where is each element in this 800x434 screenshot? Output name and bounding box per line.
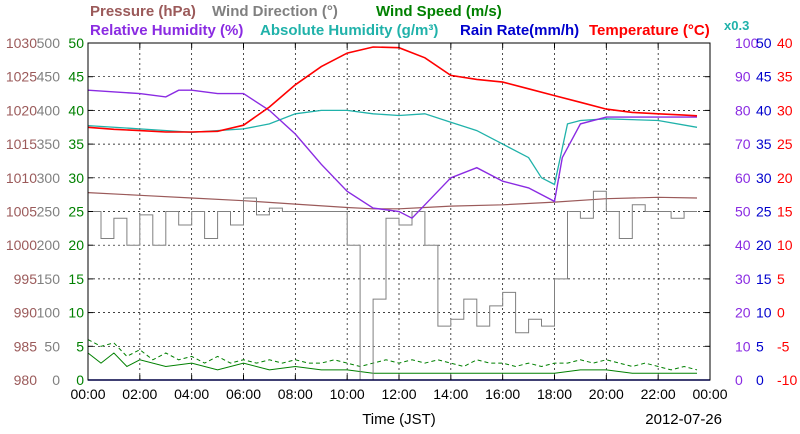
relative-humidity-line xyxy=(87,89,697,220)
rain-rate-tick-label: 10 xyxy=(756,305,772,321)
relative-humidity-tick-label: 10 xyxy=(735,338,751,354)
temperature-tick-label: 30 xyxy=(777,102,793,118)
pressure-tick-label: 1000 xyxy=(6,237,37,253)
wind-direction-tick-label: 100 xyxy=(37,305,61,321)
rain-rate-tick-label: 35 xyxy=(756,136,772,152)
relative-humidity-tick-label: 70 xyxy=(735,136,751,152)
wind-direction-tick-label: 200 xyxy=(37,237,61,253)
wind-speed-tick-label: 5 xyxy=(76,338,84,354)
temperature-tick-label: 5 xyxy=(777,271,785,287)
legend: Pressure (hPa) Wind Direction (°) Wind Spe… xyxy=(90,3,749,39)
x-tick-label: 22:00 xyxy=(641,386,676,402)
wind-speed-tick-label: 0 xyxy=(76,372,84,388)
wind-gust-line xyxy=(87,339,698,371)
temperature-tick-label: 20 xyxy=(777,170,793,186)
wind-direction-tick-label: 300 xyxy=(37,170,61,186)
pressure-tick-label: 1020 xyxy=(6,102,37,118)
x-tick-label: 00:00 xyxy=(70,386,105,402)
pressure-tick-label: 1010 xyxy=(6,170,37,186)
x-tick-label: 18:00 xyxy=(537,386,572,402)
wind-direction-tick-label: 400 xyxy=(37,102,61,118)
pressure-tick-label: 995 xyxy=(14,271,38,287)
temperature-tick-label: -10 xyxy=(777,372,797,388)
pressure-tick-label: 985 xyxy=(14,338,38,354)
wind-direction-tick-label: 50 xyxy=(44,338,60,354)
wind-speed-tick-label: 30 xyxy=(68,170,84,186)
wind-speed-tick-label: 40 xyxy=(68,102,84,118)
legend-temperature: Temperature (°C) xyxy=(589,22,710,39)
relative-humidity-tick-label: 100 xyxy=(735,35,759,51)
temperature-tick-label: 35 xyxy=(777,69,793,85)
wind-direction-tick-label: 450 xyxy=(37,69,61,85)
relative-humidity-tick-label: 20 xyxy=(735,305,751,321)
wind-direction-tick-label: 350 xyxy=(37,136,61,152)
legend-wind-direction: Wind Direction (°) xyxy=(212,3,338,20)
wind-direction-tick-label: 500 xyxy=(37,35,61,51)
rain-rate-tick-label: 30 xyxy=(756,170,772,186)
x-tick-label: 08:00 xyxy=(278,386,313,402)
axes-layer: 00:00 02:00 04:00 06:00 08:00 10:00 12:00 14:00… xyxy=(6,35,798,428)
wind-speed-tick-label: 25 xyxy=(68,204,84,220)
wind-speed-tick-label: 15 xyxy=(68,271,84,287)
rain-rate-tick-label: 45 xyxy=(756,69,772,85)
rain-rate-tick-label: 40 xyxy=(756,102,772,118)
legend-wind-speed: Wind Speed (m/s) xyxy=(376,3,502,20)
pressure-tick-label: 1015 xyxy=(6,136,37,152)
legend-abs-hum-scale: x0.3 xyxy=(724,18,749,33)
pressure-tick-label: 1030 xyxy=(6,35,37,51)
x-tick-label: 10:00 xyxy=(330,386,365,402)
temperature-tick-label: 40 xyxy=(777,35,793,51)
x-tick-label: 12:00 xyxy=(381,386,416,402)
x-tick-label: 02:00 xyxy=(122,386,157,402)
rain-rate-tick-label: 15 xyxy=(756,271,772,287)
temperature-tick-label: 25 xyxy=(777,136,793,152)
relative-humidity-tick-label: 80 xyxy=(735,102,751,118)
x-tick-label: 04:00 xyxy=(174,386,209,402)
wind-speed-tick-label: 35 xyxy=(68,136,84,152)
relative-humidity-tick-label: 40 xyxy=(735,237,751,253)
absolute-humidity-line xyxy=(87,109,698,186)
wind-direction-tick-label: 250 xyxy=(37,204,61,220)
legend-rain-rate: Rain Rate(mm/h) xyxy=(460,22,579,39)
legend-absolute-humidity: Absolute Humidity (g/m³) xyxy=(260,22,438,39)
relative-humidity-tick-label: 50 xyxy=(735,204,751,220)
relative-humidity-tick-label: 90 xyxy=(735,69,751,85)
legend-pressure: Pressure (hPa) xyxy=(90,3,196,20)
rain-rate-tick-label: 5 xyxy=(756,338,764,354)
chart-date: 2012-07-26 xyxy=(645,411,722,428)
wind-speed-tick-label: 20 xyxy=(68,237,84,253)
wind-direction-tick-label: 0 xyxy=(52,372,60,388)
temperature-tick-label: 0 xyxy=(777,305,785,321)
pressure-tick-label: 990 xyxy=(14,305,38,321)
x-tick-label: 14:00 xyxy=(433,386,468,402)
rain-rate-tick-label: 25 xyxy=(756,204,772,220)
x-tick-label: 06:00 xyxy=(226,386,261,402)
wind-speed-tick-label: 10 xyxy=(68,305,84,321)
temperature-tick-label: 15 xyxy=(777,204,793,220)
rain-rate-tick-label: 20 xyxy=(756,237,772,253)
x-tick-label: 00:00 xyxy=(692,386,727,402)
x-tick-label: 16:00 xyxy=(485,386,520,402)
rain-rate-tick-label: 50 xyxy=(756,35,772,51)
relative-humidity-tick-label: 60 xyxy=(735,170,751,186)
relative-humidity-tick-label: 30 xyxy=(735,271,751,287)
pressure-tick-label: 1025 xyxy=(6,69,37,85)
wind-speed-line xyxy=(87,352,697,374)
temperature-tick-label: -5 xyxy=(777,338,790,354)
wind-speed-tick-label: 50 xyxy=(68,35,84,51)
wind-speed-tick-label: 45 xyxy=(68,69,84,85)
wind-direction-line xyxy=(88,190,697,381)
temperature-tick-label: 10 xyxy=(777,237,793,253)
wind-direction-tick-label: 150 xyxy=(37,271,61,287)
rain-rate-tick-label: 0 xyxy=(756,372,764,388)
relative-humidity-tick-label: 0 xyxy=(735,372,743,388)
pressure-tick-label: 980 xyxy=(14,372,38,388)
legend-relative-humidity: Relative Humidity (%) xyxy=(90,22,243,39)
pressure-line xyxy=(87,192,698,210)
pressure-tick-label: 1005 xyxy=(6,204,37,220)
x-axis-label: Time (JST) xyxy=(362,411,436,428)
x-tick-label: 20:00 xyxy=(589,386,624,402)
